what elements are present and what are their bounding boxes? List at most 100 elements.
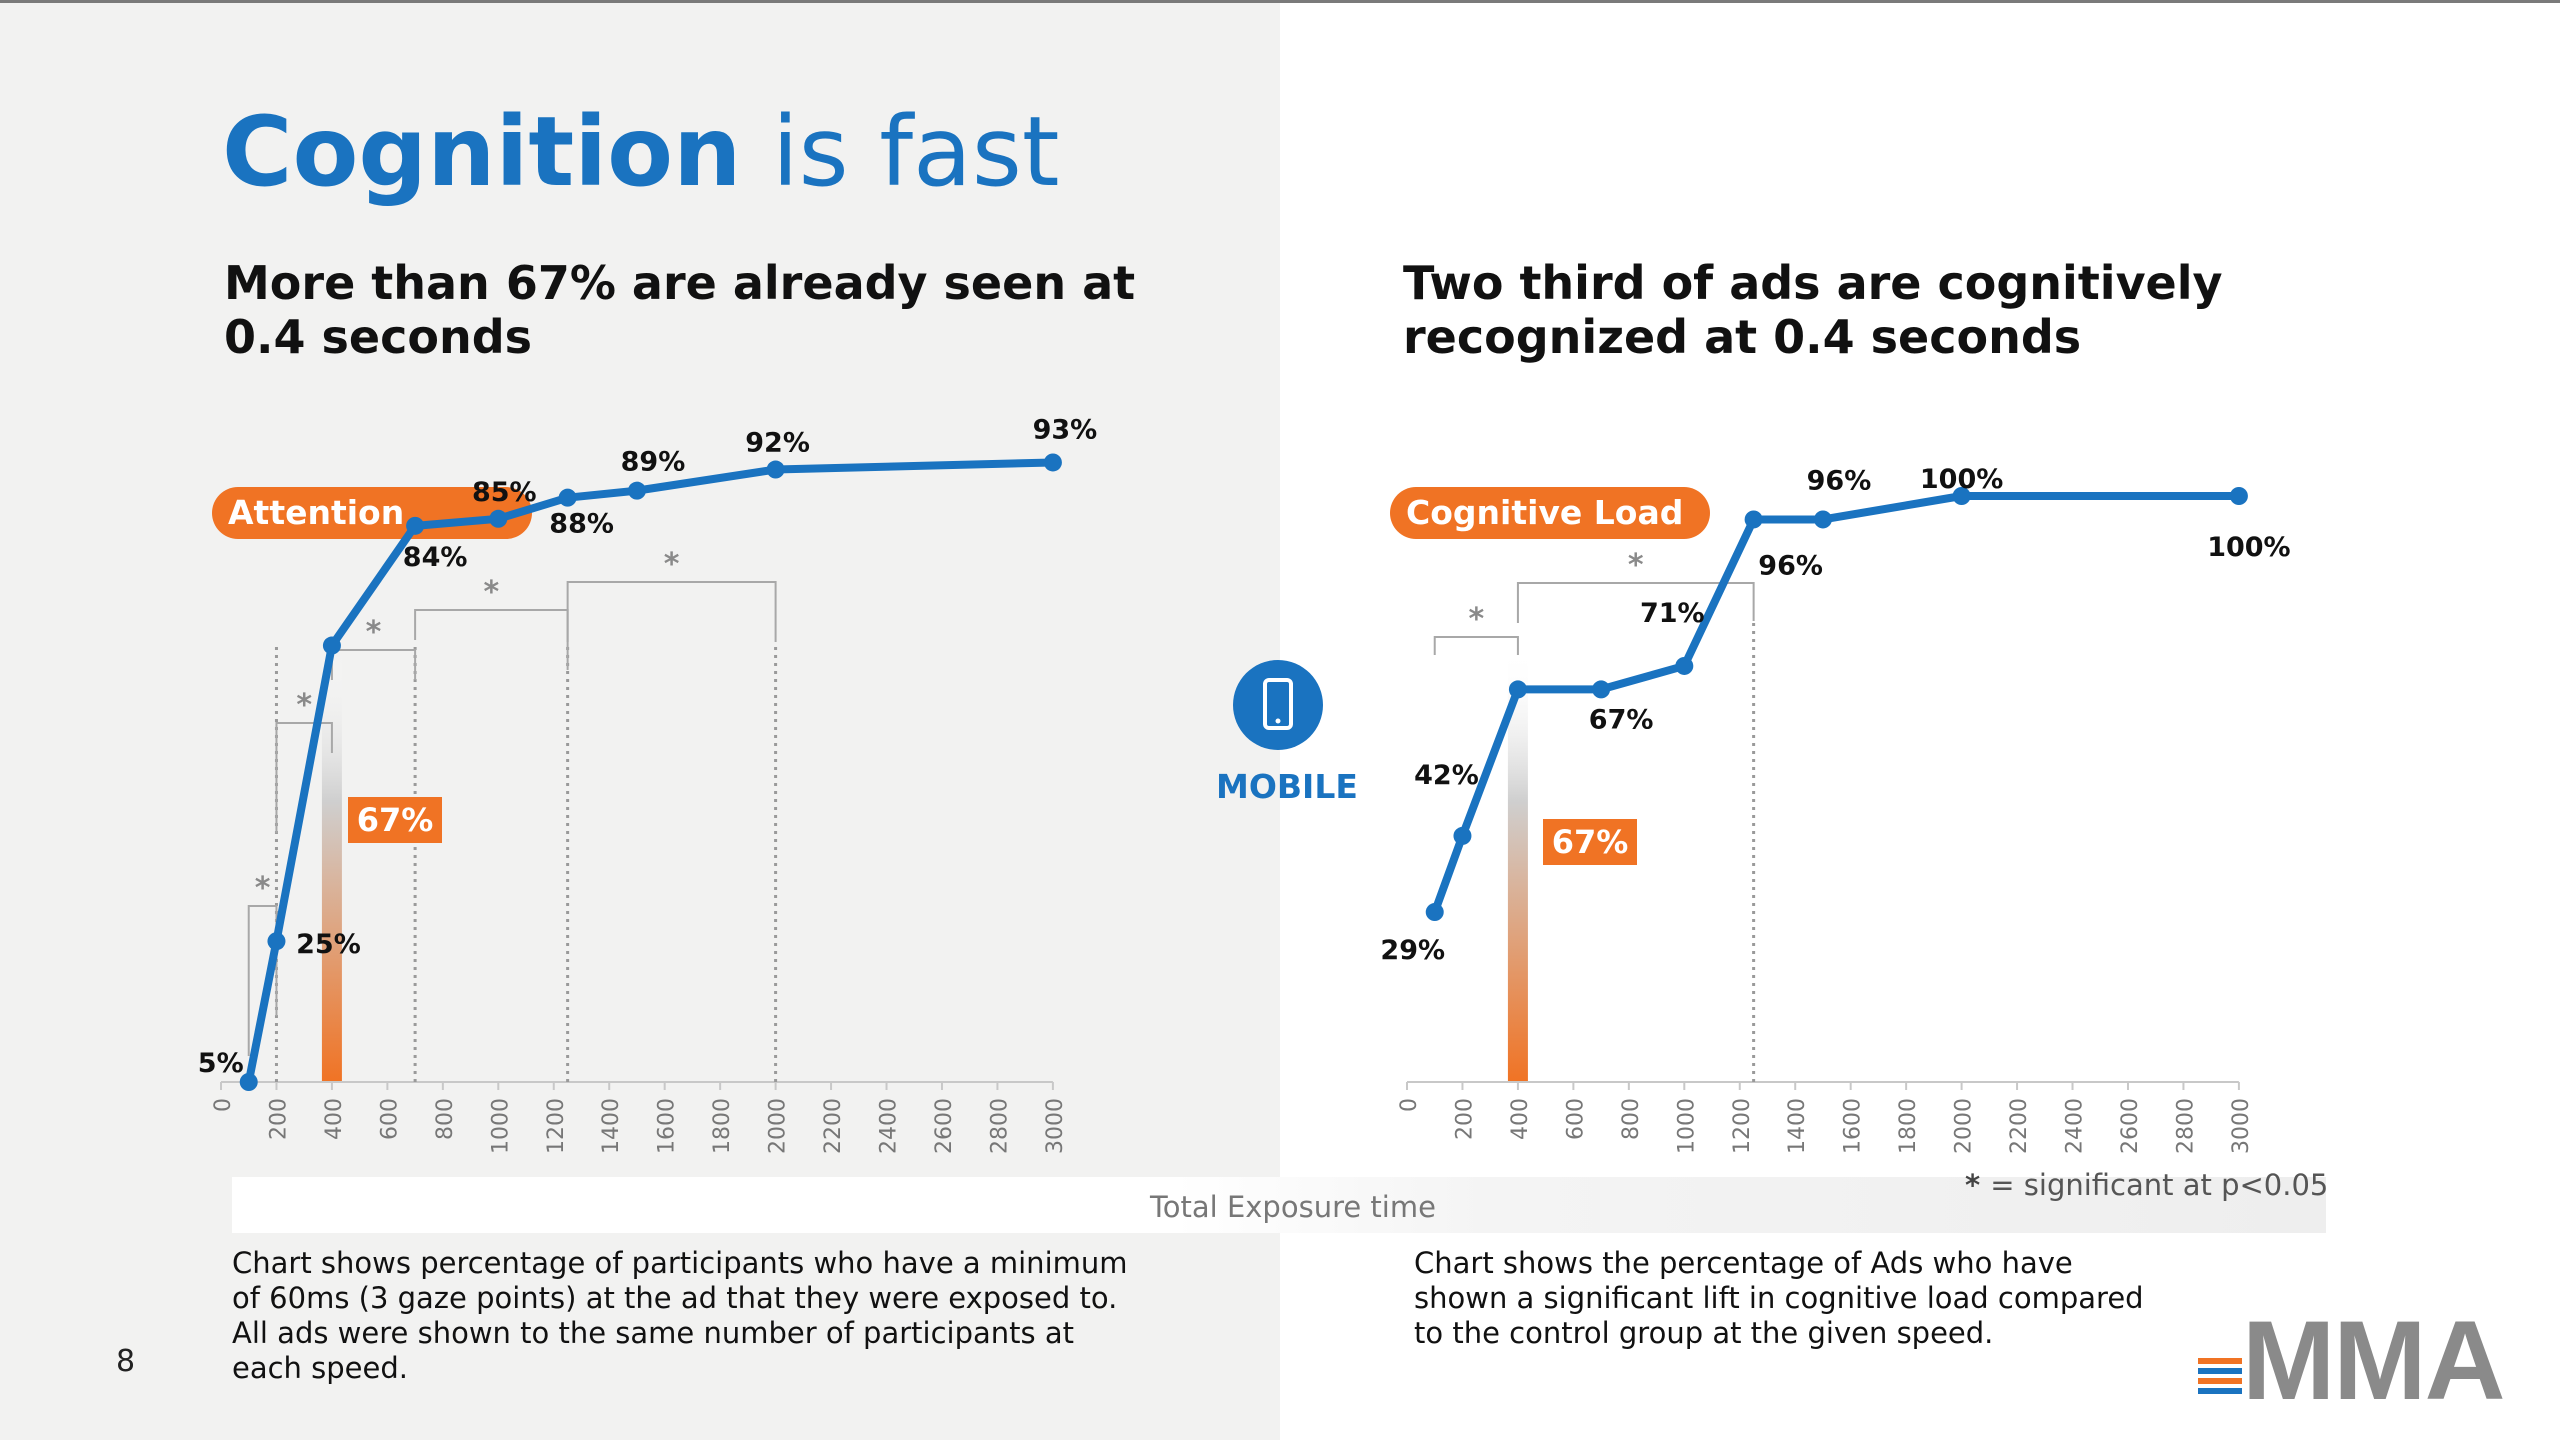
- data-label: 96%: [1807, 465, 1872, 496]
- significance-bracket: [275, 722, 333, 833]
- x-tick-label: 2600: [2118, 1098, 2143, 1154]
- data-point: [1592, 680, 1611, 699]
- significance-note: * = significant at p<0.05: [1965, 1168, 2328, 1202]
- x-tick-label: 1200: [544, 1098, 569, 1154]
- highlight-label-box: [1543, 819, 1637, 865]
- data-point: [406, 516, 425, 535]
- attention-pill: Attention: [212, 487, 532, 539]
- data-point: [1744, 510, 1763, 529]
- x-tick-label: 600: [377, 1098, 402, 1140]
- x-tick-label: 3000: [2229, 1098, 2254, 1154]
- x-tick-label: 200: [1452, 1098, 1477, 1140]
- x-tick-label: 1200: [1730, 1098, 1755, 1154]
- data-label: 100%: [1920, 464, 2003, 495]
- mma-logo: MMA: [2194, 1298, 2505, 1423]
- slide-title: Cognition is fast: [222, 92, 1059, 212]
- right-subtitle: Two third of ads are cognitively recogni…: [1403, 256, 2223, 364]
- significance-asterisk: *: [1628, 548, 1644, 583]
- right-chart-note: Chart shows the percentage of Ads who ha…: [1414, 1246, 2144, 1350]
- left-chart-note: Chart shows percentage of participants w…: [232, 1246, 1128, 1385]
- logo-text: MMA: [2242, 1298, 2505, 1423]
- data-point: [627, 481, 646, 500]
- significance-bracket: [414, 609, 569, 670]
- data-point: [766, 460, 785, 479]
- data-label: 42%: [1414, 760, 1479, 791]
- data-point: [322, 636, 341, 655]
- x-tick-label: 200: [266, 1098, 291, 1140]
- cognitive-load-chart: 0 200 400 600 800 1000 1200 1400 1600 1800 2000 220…: [1380, 464, 2290, 1154]
- data-label: 71%: [1640, 598, 1705, 629]
- significance-asterisk: *: [664, 547, 680, 582]
- x-tick-label: 2800: [2173, 1098, 2198, 1154]
- data-point: [267, 932, 286, 951]
- significance-asterisk: *: [484, 575, 500, 610]
- x-tick-label: 800: [1619, 1098, 1644, 1140]
- x-tick-label: 0: [1397, 1098, 1422, 1112]
- significance-bracket: [1516, 582, 1755, 623]
- data-label: 25%: [296, 929, 361, 960]
- data-label: 85%: [472, 477, 537, 508]
- x-tick-label: 1600: [1841, 1098, 1866, 1154]
- x-tick-label: 2800: [987, 1098, 1012, 1154]
- highlight-label: 67%: [357, 801, 434, 839]
- x-tick-label: 2000: [766, 1098, 791, 1154]
- x-tick-label: 2200: [2007, 1098, 2032, 1154]
- x-tick-label: 2200: [821, 1098, 846, 1154]
- x-tick-label: 1600: [655, 1098, 680, 1154]
- data-point: [1425, 903, 1444, 922]
- left-subtitle: More than 67% are already seen at 0.4 se…: [224, 256, 1136, 364]
- top-border: [0, 0, 2560, 3]
- data-label: 84%: [403, 542, 468, 573]
- x-tick-label: 1400: [599, 1098, 624, 1154]
- series-line: [244, 458, 1057, 1086]
- x-tick-label: 2000: [1952, 1098, 1977, 1154]
- data-point: [2229, 487, 2248, 505]
- highlight-gradient-bar: [321, 650, 342, 1082]
- significance-bracket: [566, 581, 777, 642]
- data-point: [1043, 453, 1062, 472]
- data-point: [489, 509, 508, 528]
- x-tick-label: 3000: [1043, 1098, 1068, 1154]
- data-point: [1508, 680, 1527, 699]
- x-tick-label: 1000: [488, 1098, 513, 1154]
- x-tick-label: 600: [1563, 1098, 1588, 1140]
- x-tick-label: 1800: [710, 1098, 735, 1154]
- significance-asterisk: *: [296, 688, 312, 723]
- page-number: 8: [116, 1344, 136, 1379]
- x-tick-label: 400: [322, 1098, 347, 1140]
- mobile-phone-icon: [1233, 660, 1323, 750]
- highlight-label: 67%: [1552, 823, 1629, 861]
- data-label: 29%: [1380, 935, 1445, 966]
- highlight-label-box: [348, 797, 442, 843]
- significance-asterisk-icon: *: [1965, 1168, 1991, 1202]
- significance-asterisk: *: [1468, 602, 1484, 637]
- x-tick-label: 2400: [2063, 1098, 2088, 1154]
- significance-bracket: [1433, 636, 1519, 655]
- title-rest: is fast: [741, 96, 1060, 208]
- title-bold: Cognition: [222, 96, 742, 208]
- data-label: 67%: [1589, 704, 1654, 735]
- data-point: [1675, 656, 1694, 675]
- x-tick-label: 2400: [877, 1098, 902, 1154]
- data-label: 92%: [745, 428, 810, 459]
- highlight-gradient-bar: [1507, 650, 1528, 1082]
- x-tick-label: 1400: [1785, 1098, 1810, 1154]
- data-point: [1952, 487, 1971, 505]
- x-tick-label: 2600: [932, 1098, 957, 1154]
- significance-bracket: [330, 649, 417, 680]
- data-point: [239, 1073, 258, 1091]
- significance-asterisk: *: [255, 871, 271, 906]
- significance-asterisk: *: [366, 615, 382, 650]
- data-label: 100%: [2207, 532, 2290, 563]
- x-tick-label: 400: [1508, 1098, 1533, 1140]
- x-tick-label: 0: [211, 1098, 236, 1112]
- x-axis-title: Total Exposure time: [1150, 1190, 1436, 1224]
- data-label: 5%: [198, 1048, 244, 1079]
- mobile-label: MOBILE: [1216, 767, 1358, 806]
- data-point: [558, 488, 577, 507]
- data-point: [1453, 826, 1472, 845]
- x-tick-label: 1800: [1896, 1098, 1921, 1154]
- data-label: 96%: [1758, 550, 1823, 581]
- data-label: 93%: [1033, 414, 1098, 445]
- data-label: 88%: [549, 509, 614, 540]
